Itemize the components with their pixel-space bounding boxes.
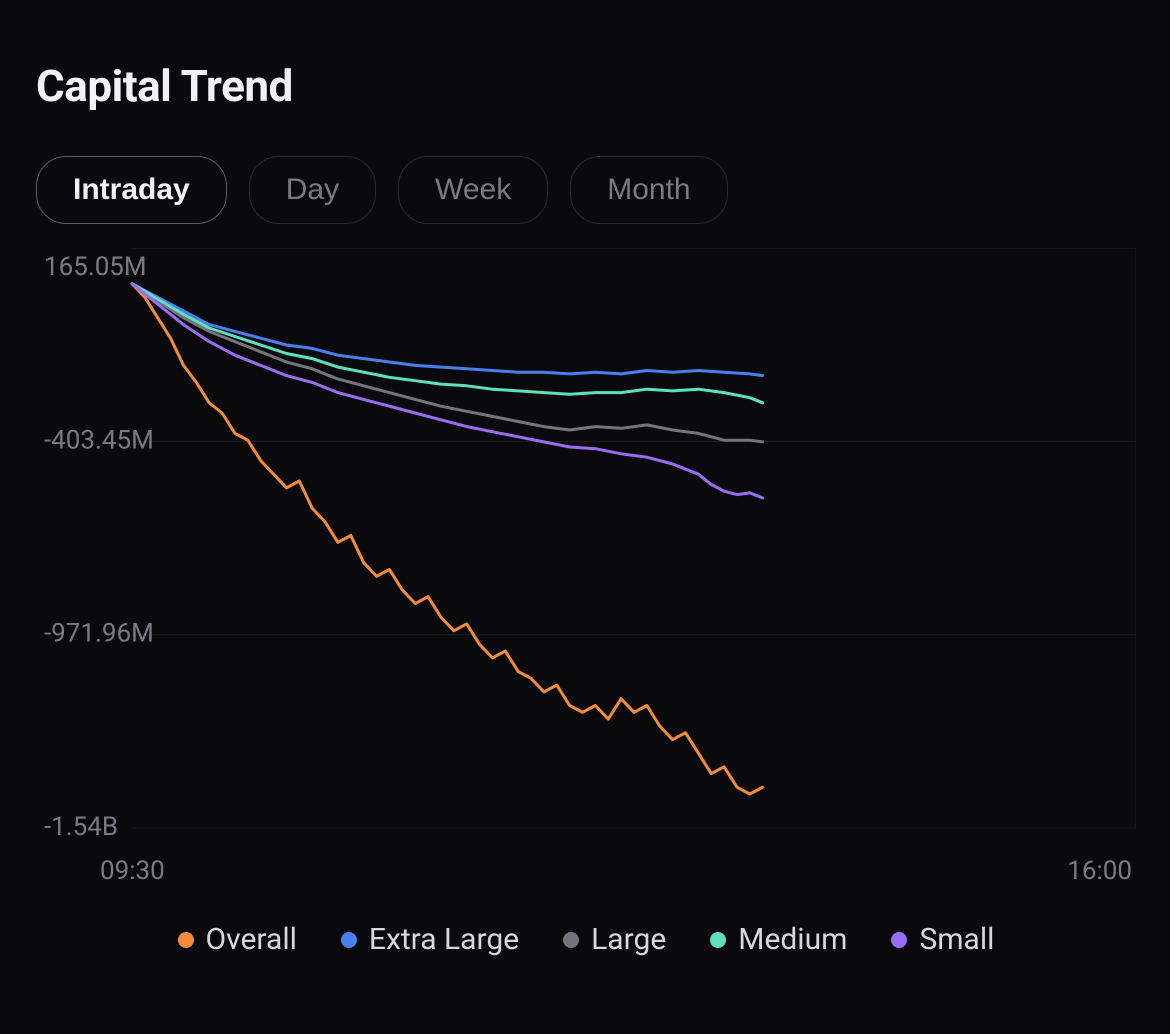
x-tick-end: 16:00 — [1067, 856, 1132, 886]
panel-title: Capital Trend — [36, 60, 1134, 112]
legend-label: Large — [591, 922, 666, 957]
legend-item-extra-large[interactable]: Extra Large — [341, 922, 519, 957]
timeframe-tabs: Intraday Day Week Month — [36, 156, 1134, 224]
legend-dot-icon — [178, 932, 194, 948]
legend-label: Medium — [738, 922, 847, 957]
legend-item-overall[interactable]: Overall — [178, 922, 297, 957]
series-overall — [132, 284, 763, 794]
legend-label: Small — [919, 922, 994, 957]
capital-trend-panel: Capital Trend Intraday Day Week Month 16… — [0, 0, 1170, 977]
legend-label: Overall — [206, 922, 297, 957]
y-tick-label: -1.54B — [44, 812, 118, 842]
x-axis-labels: 09:30 16:00 — [36, 848, 1136, 886]
chart-legend: Overall Extra Large Large Medium Small — [36, 922, 1136, 957]
tab-day[interactable]: Day — [249, 156, 376, 224]
legend-dot-icon — [891, 932, 907, 948]
tab-week[interactable]: Week — [398, 156, 548, 224]
legend-dot-icon — [710, 932, 726, 948]
y-tick-label: 165.05M — [44, 252, 147, 282]
legend-dot-icon — [341, 932, 357, 948]
line-chart: 165.05M -403.45M -971.96M -1.54B — [36, 248, 1136, 848]
legend-item-small[interactable]: Small — [891, 922, 994, 957]
series-medium — [132, 284, 763, 403]
tab-month[interactable]: Month — [570, 156, 727, 224]
legend-item-medium[interactable]: Medium — [710, 922, 847, 957]
legend-label: Extra Large — [369, 922, 519, 957]
x-tick-start: 09:30 — [100, 856, 165, 886]
legend-item-large[interactable]: Large — [563, 922, 666, 957]
y-tick-label: -971.96M — [44, 619, 154, 649]
y-tick-label: -403.45M — [44, 425, 154, 455]
series-extra-large — [132, 284, 763, 376]
legend-dot-icon — [563, 932, 579, 948]
tab-intraday[interactable]: Intraday — [36, 156, 227, 224]
chart-area: 165.05M -403.45M -971.96M -1.54B 09:30 16:0… — [36, 248, 1136, 957]
